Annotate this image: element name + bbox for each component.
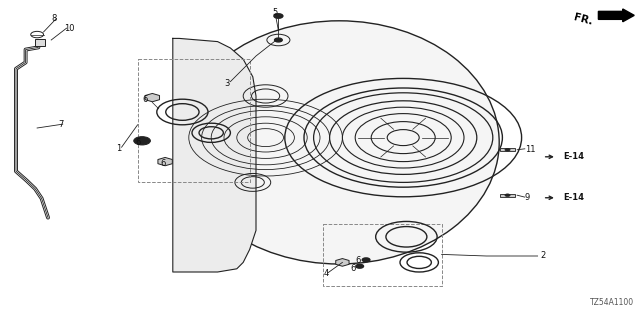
Circle shape (134, 137, 150, 145)
Text: FR.: FR. (573, 12, 594, 27)
Text: 8: 8 (52, 14, 57, 23)
Text: 1: 1 (116, 144, 121, 153)
Text: 11: 11 (525, 145, 535, 154)
Bar (35, 39, 45, 46)
FancyArrow shape (598, 9, 634, 22)
Text: 10: 10 (64, 24, 74, 33)
Circle shape (505, 148, 510, 151)
Ellipse shape (179, 21, 499, 264)
Text: E-14: E-14 (563, 152, 584, 161)
Text: 7: 7 (58, 120, 63, 129)
Text: 4: 4 (324, 269, 329, 278)
Text: E-14: E-14 (563, 193, 584, 202)
Polygon shape (336, 259, 349, 266)
Circle shape (275, 38, 282, 42)
Bar (138, 59, 250, 182)
Circle shape (274, 14, 283, 18)
Polygon shape (173, 38, 256, 272)
Polygon shape (145, 93, 159, 102)
Text: 6: 6 (351, 264, 356, 273)
Circle shape (356, 264, 364, 268)
Text: 3: 3 (225, 79, 230, 88)
Text: 6: 6 (135, 138, 140, 147)
Circle shape (505, 194, 510, 196)
Polygon shape (158, 157, 172, 166)
Bar (323, 224, 442, 286)
Text: 5: 5 (273, 8, 278, 17)
Text: 6: 6 (143, 95, 148, 104)
Text: 2: 2 (541, 252, 546, 260)
Text: TZ54A1100: TZ54A1100 (589, 298, 634, 307)
Bar (500, 194, 515, 196)
Text: 6: 6 (356, 256, 361, 265)
Bar (500, 148, 515, 151)
Text: 9: 9 (525, 193, 530, 202)
Text: 6: 6 (161, 159, 166, 168)
Circle shape (362, 258, 370, 262)
